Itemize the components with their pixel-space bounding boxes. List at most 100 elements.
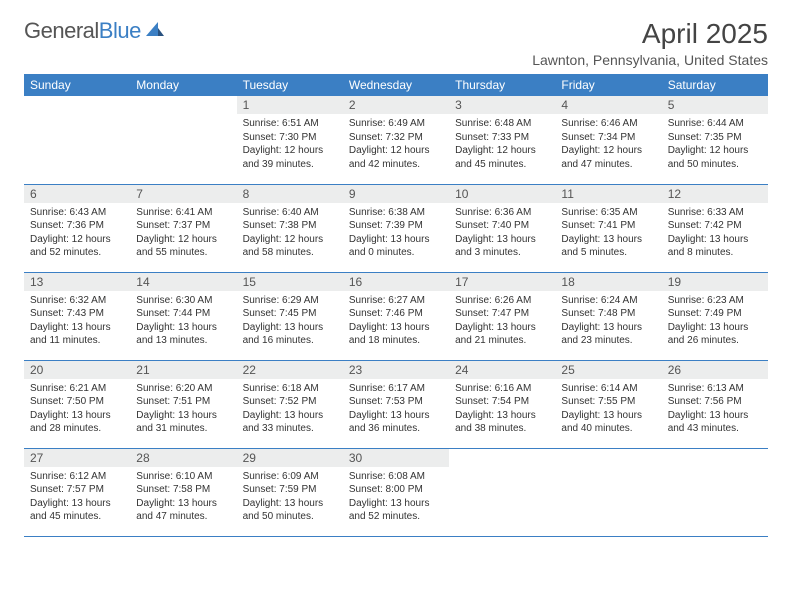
daylight-text: Daylight: 12 hours and 58 minutes.: [243, 233, 337, 260]
day-number: 15: [237, 273, 343, 291]
day-number: 22: [237, 361, 343, 379]
day-number: [662, 449, 768, 453]
sunset-text: Sunset: 7:41 PM: [561, 219, 655, 233]
day-number: 12: [662, 185, 768, 203]
calendar-row: 27Sunrise: 6:12 AMSunset: 7:57 PMDayligh…: [24, 448, 768, 536]
calendar-cell: [130, 96, 236, 184]
sunrise-text: Sunrise: 6:20 AM: [136, 382, 230, 396]
day-details: Sunrise: 6:38 AMSunset: 7:39 PMDaylight:…: [343, 203, 449, 264]
day-details: Sunrise: 6:12 AMSunset: 7:57 PMDaylight:…: [24, 467, 130, 528]
sunrise-text: Sunrise: 6:41 AM: [136, 206, 230, 220]
calendar-cell: 10Sunrise: 6:36 AMSunset: 7:40 PMDayligh…: [449, 184, 555, 272]
logo-text-1: General: [24, 18, 99, 44]
day-details: Sunrise: 6:51 AMSunset: 7:30 PMDaylight:…: [237, 114, 343, 175]
calendar-cell: 19Sunrise: 6:23 AMSunset: 7:49 PMDayligh…: [662, 272, 768, 360]
day-number: 23: [343, 361, 449, 379]
day-details: Sunrise: 6:13 AMSunset: 7:56 PMDaylight:…: [662, 379, 768, 440]
day-details: Sunrise: 6:26 AMSunset: 7:47 PMDaylight:…: [449, 291, 555, 352]
day-number: 6: [24, 185, 130, 203]
daylight-text: Daylight: 13 hours and 8 minutes.: [668, 233, 762, 260]
sunrise-text: Sunrise: 6:16 AM: [455, 382, 549, 396]
day-details: Sunrise: 6:21 AMSunset: 7:50 PMDaylight:…: [24, 379, 130, 440]
daylight-text: Daylight: 13 hours and 31 minutes.: [136, 409, 230, 436]
calendar-cell: 12Sunrise: 6:33 AMSunset: 7:42 PMDayligh…: [662, 184, 768, 272]
calendar-cell: 22Sunrise: 6:18 AMSunset: 7:52 PMDayligh…: [237, 360, 343, 448]
day-number: 19: [662, 273, 768, 291]
day-details: Sunrise: 6:46 AMSunset: 7:34 PMDaylight:…: [555, 114, 661, 175]
day-number: 20: [24, 361, 130, 379]
day-number: 24: [449, 361, 555, 379]
sunrise-text: Sunrise: 6:23 AM: [668, 294, 762, 308]
sunset-text: Sunset: 7:50 PM: [30, 395, 124, 409]
day-number: 11: [555, 185, 661, 203]
calendar-cell: 9Sunrise: 6:38 AMSunset: 7:39 PMDaylight…: [343, 184, 449, 272]
daylight-text: Daylight: 13 hours and 47 minutes.: [136, 497, 230, 524]
sunset-text: Sunset: 7:55 PM: [561, 395, 655, 409]
sunset-text: Sunset: 7:54 PM: [455, 395, 549, 409]
day-details: Sunrise: 6:10 AMSunset: 7:58 PMDaylight:…: [130, 467, 236, 528]
calendar-cell: 17Sunrise: 6:26 AMSunset: 7:47 PMDayligh…: [449, 272, 555, 360]
calendar-cell: 21Sunrise: 6:20 AMSunset: 7:51 PMDayligh…: [130, 360, 236, 448]
daylight-text: Daylight: 13 hours and 45 minutes.: [30, 497, 124, 524]
calendar-row: 13Sunrise: 6:32 AMSunset: 7:43 PMDayligh…: [24, 272, 768, 360]
sunrise-text: Sunrise: 6:24 AM: [561, 294, 655, 308]
calendar-cell: 28Sunrise: 6:10 AMSunset: 7:58 PMDayligh…: [130, 448, 236, 536]
day-number: 30: [343, 449, 449, 467]
sunrise-text: Sunrise: 6:43 AM: [30, 206, 124, 220]
daylight-text: Daylight: 12 hours and 39 minutes.: [243, 144, 337, 171]
sunrise-text: Sunrise: 6:35 AM: [561, 206, 655, 220]
sunset-text: Sunset: 7:42 PM: [668, 219, 762, 233]
day-number: 5: [662, 96, 768, 114]
day-details: Sunrise: 6:44 AMSunset: 7:35 PMDaylight:…: [662, 114, 768, 175]
daylight-text: Daylight: 13 hours and 36 minutes.: [349, 409, 443, 436]
sail-icon: [144, 18, 166, 44]
calendar-cell: 25Sunrise: 6:14 AMSunset: 7:55 PMDayligh…: [555, 360, 661, 448]
calendar-cell: 24Sunrise: 6:16 AMSunset: 7:54 PMDayligh…: [449, 360, 555, 448]
sunrise-text: Sunrise: 6:10 AM: [136, 470, 230, 484]
title-block: April 2025 Lawnton, Pennsylvania, United…: [532, 18, 768, 68]
calendar-cell: 18Sunrise: 6:24 AMSunset: 7:48 PMDayligh…: [555, 272, 661, 360]
page-subtitle: Lawnton, Pennsylvania, United States: [532, 52, 768, 68]
calendar-cell: [24, 96, 130, 184]
calendar-cell: 5Sunrise: 6:44 AMSunset: 7:35 PMDaylight…: [662, 96, 768, 184]
calendar-cell: [662, 448, 768, 536]
sunset-text: Sunset: 7:47 PM: [455, 307, 549, 321]
sunrise-text: Sunrise: 6:49 AM: [349, 117, 443, 131]
day-number: 10: [449, 185, 555, 203]
calendar-cell: 20Sunrise: 6:21 AMSunset: 7:50 PMDayligh…: [24, 360, 130, 448]
day-details: Sunrise: 6:23 AMSunset: 7:49 PMDaylight:…: [662, 291, 768, 352]
sunset-text: Sunset: 7:48 PM: [561, 307, 655, 321]
day-number: 26: [662, 361, 768, 379]
day-details: Sunrise: 6:09 AMSunset: 7:59 PMDaylight:…: [237, 467, 343, 528]
daylight-text: Daylight: 12 hours and 55 minutes.: [136, 233, 230, 260]
sunset-text: Sunset: 7:36 PM: [30, 219, 124, 233]
logo: GeneralBlue: [24, 18, 166, 44]
daylight-text: Daylight: 13 hours and 43 minutes.: [668, 409, 762, 436]
day-number: 28: [130, 449, 236, 467]
sunrise-text: Sunrise: 6:48 AM: [455, 117, 549, 131]
sunset-text: Sunset: 7:45 PM: [243, 307, 337, 321]
daylight-text: Daylight: 13 hours and 21 minutes.: [455, 321, 549, 348]
day-header: Sunday: [24, 74, 130, 96]
sunrise-text: Sunrise: 6:46 AM: [561, 117, 655, 131]
day-number: 9: [343, 185, 449, 203]
day-details: Sunrise: 6:40 AMSunset: 7:38 PMDaylight:…: [237, 203, 343, 264]
daylight-text: Daylight: 13 hours and 18 minutes.: [349, 321, 443, 348]
daylight-text: Daylight: 13 hours and 3 minutes.: [455, 233, 549, 260]
daylight-text: Daylight: 12 hours and 50 minutes.: [668, 144, 762, 171]
daylight-text: Daylight: 13 hours and 5 minutes.: [561, 233, 655, 260]
sunset-text: Sunset: 7:30 PM: [243, 131, 337, 145]
day-number: 29: [237, 449, 343, 467]
daylight-text: Daylight: 12 hours and 42 minutes.: [349, 144, 443, 171]
day-header: Monday: [130, 74, 236, 96]
sunset-text: Sunset: 7:34 PM: [561, 131, 655, 145]
calendar-cell: 3Sunrise: 6:48 AMSunset: 7:33 PMDaylight…: [449, 96, 555, 184]
day-details: Sunrise: 6:35 AMSunset: 7:41 PMDaylight:…: [555, 203, 661, 264]
calendar-cell: 13Sunrise: 6:32 AMSunset: 7:43 PMDayligh…: [24, 272, 130, 360]
sunset-text: Sunset: 7:58 PM: [136, 483, 230, 497]
daylight-text: Daylight: 13 hours and 11 minutes.: [30, 321, 124, 348]
day-header: Friday: [555, 74, 661, 96]
day-details: Sunrise: 6:29 AMSunset: 7:45 PMDaylight:…: [237, 291, 343, 352]
day-header: Thursday: [449, 74, 555, 96]
day-details: Sunrise: 6:17 AMSunset: 7:53 PMDaylight:…: [343, 379, 449, 440]
